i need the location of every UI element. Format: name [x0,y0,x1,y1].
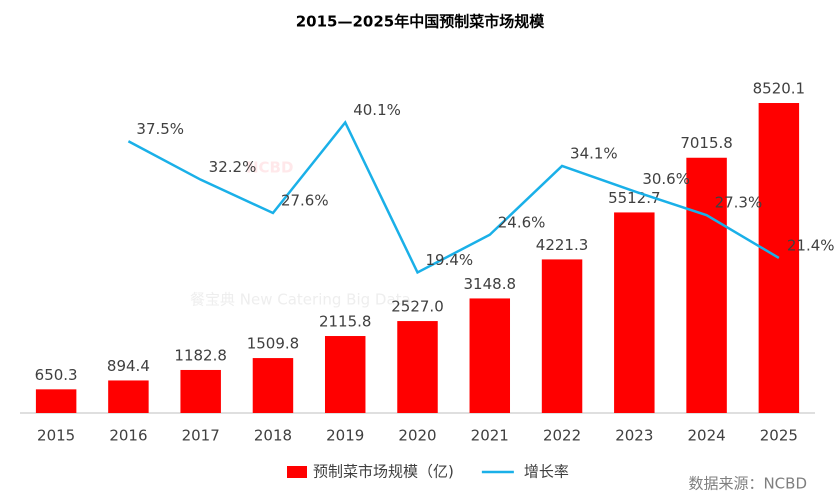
line-label: 27.6% [281,192,329,210]
x-tick-label: 2018 [254,427,292,445]
source: 数据来源：NCBD [688,475,807,493]
bar-label: 7015.8 [680,134,733,152]
line-label: 37.5% [136,120,184,138]
bar [252,358,294,413]
bar [180,369,221,413]
bar-label: 650.3 [35,366,78,384]
line-label: 21.4% [787,236,835,254]
watermark: 餐宝典 New Catering Big Data [190,291,411,309]
legend-label: 预制菜市场规模（亿) [313,463,454,481]
x-tick-label: 2020 [398,427,436,445]
bar [686,157,727,413]
x-tick-label: 2021 [471,427,509,445]
line-label: 27.3% [715,194,763,212]
line [127,120,780,275]
line-label: 19.4% [426,251,474,269]
bar-label: 8520.1 [753,80,806,98]
bar-label: 5512.7 [608,189,661,207]
bar-label: 2527.0 [391,298,444,316]
bar [397,321,438,413]
x-tick-label: 2023 [615,427,653,445]
bar [324,336,366,413]
bar [469,298,511,413]
line-label: 32.2% [209,158,257,176]
x-tick-label: 2022 [543,427,581,445]
bar-label: 1182.8 [174,346,227,364]
bar-label: 894.4 [107,357,150,375]
legend-label: 增长率 [524,463,569,481]
x-tick-label: 2015 [37,427,75,445]
bar [35,389,77,413]
x-tick-label: 2024 [687,427,725,445]
x-tick-label: 2017 [182,427,220,445]
bar-label: 4221.3 [536,236,589,254]
line-label: 30.6% [642,170,690,188]
bar [758,103,800,414]
line-label: 24.6% [498,213,546,231]
x-tick-label: 2016 [109,427,147,445]
line-label: 34.1% [570,144,618,162]
x-tick-label: 2025 [760,427,798,445]
bar [614,212,655,413]
bar [108,380,149,413]
bar-label: 2115.8 [319,313,372,331]
bar-label: 1509.8 [247,335,300,353]
legend-swatch [287,466,307,478]
chart-title: 2015—2025年中国预制菜市场规模 [296,13,545,31]
line-label: 40.1% [353,101,401,119]
x-tick-label: 2019 [326,427,364,445]
watermark: NCBD [246,159,293,177]
bar [541,259,583,413]
bar-label: 3148.8 [464,275,517,293]
